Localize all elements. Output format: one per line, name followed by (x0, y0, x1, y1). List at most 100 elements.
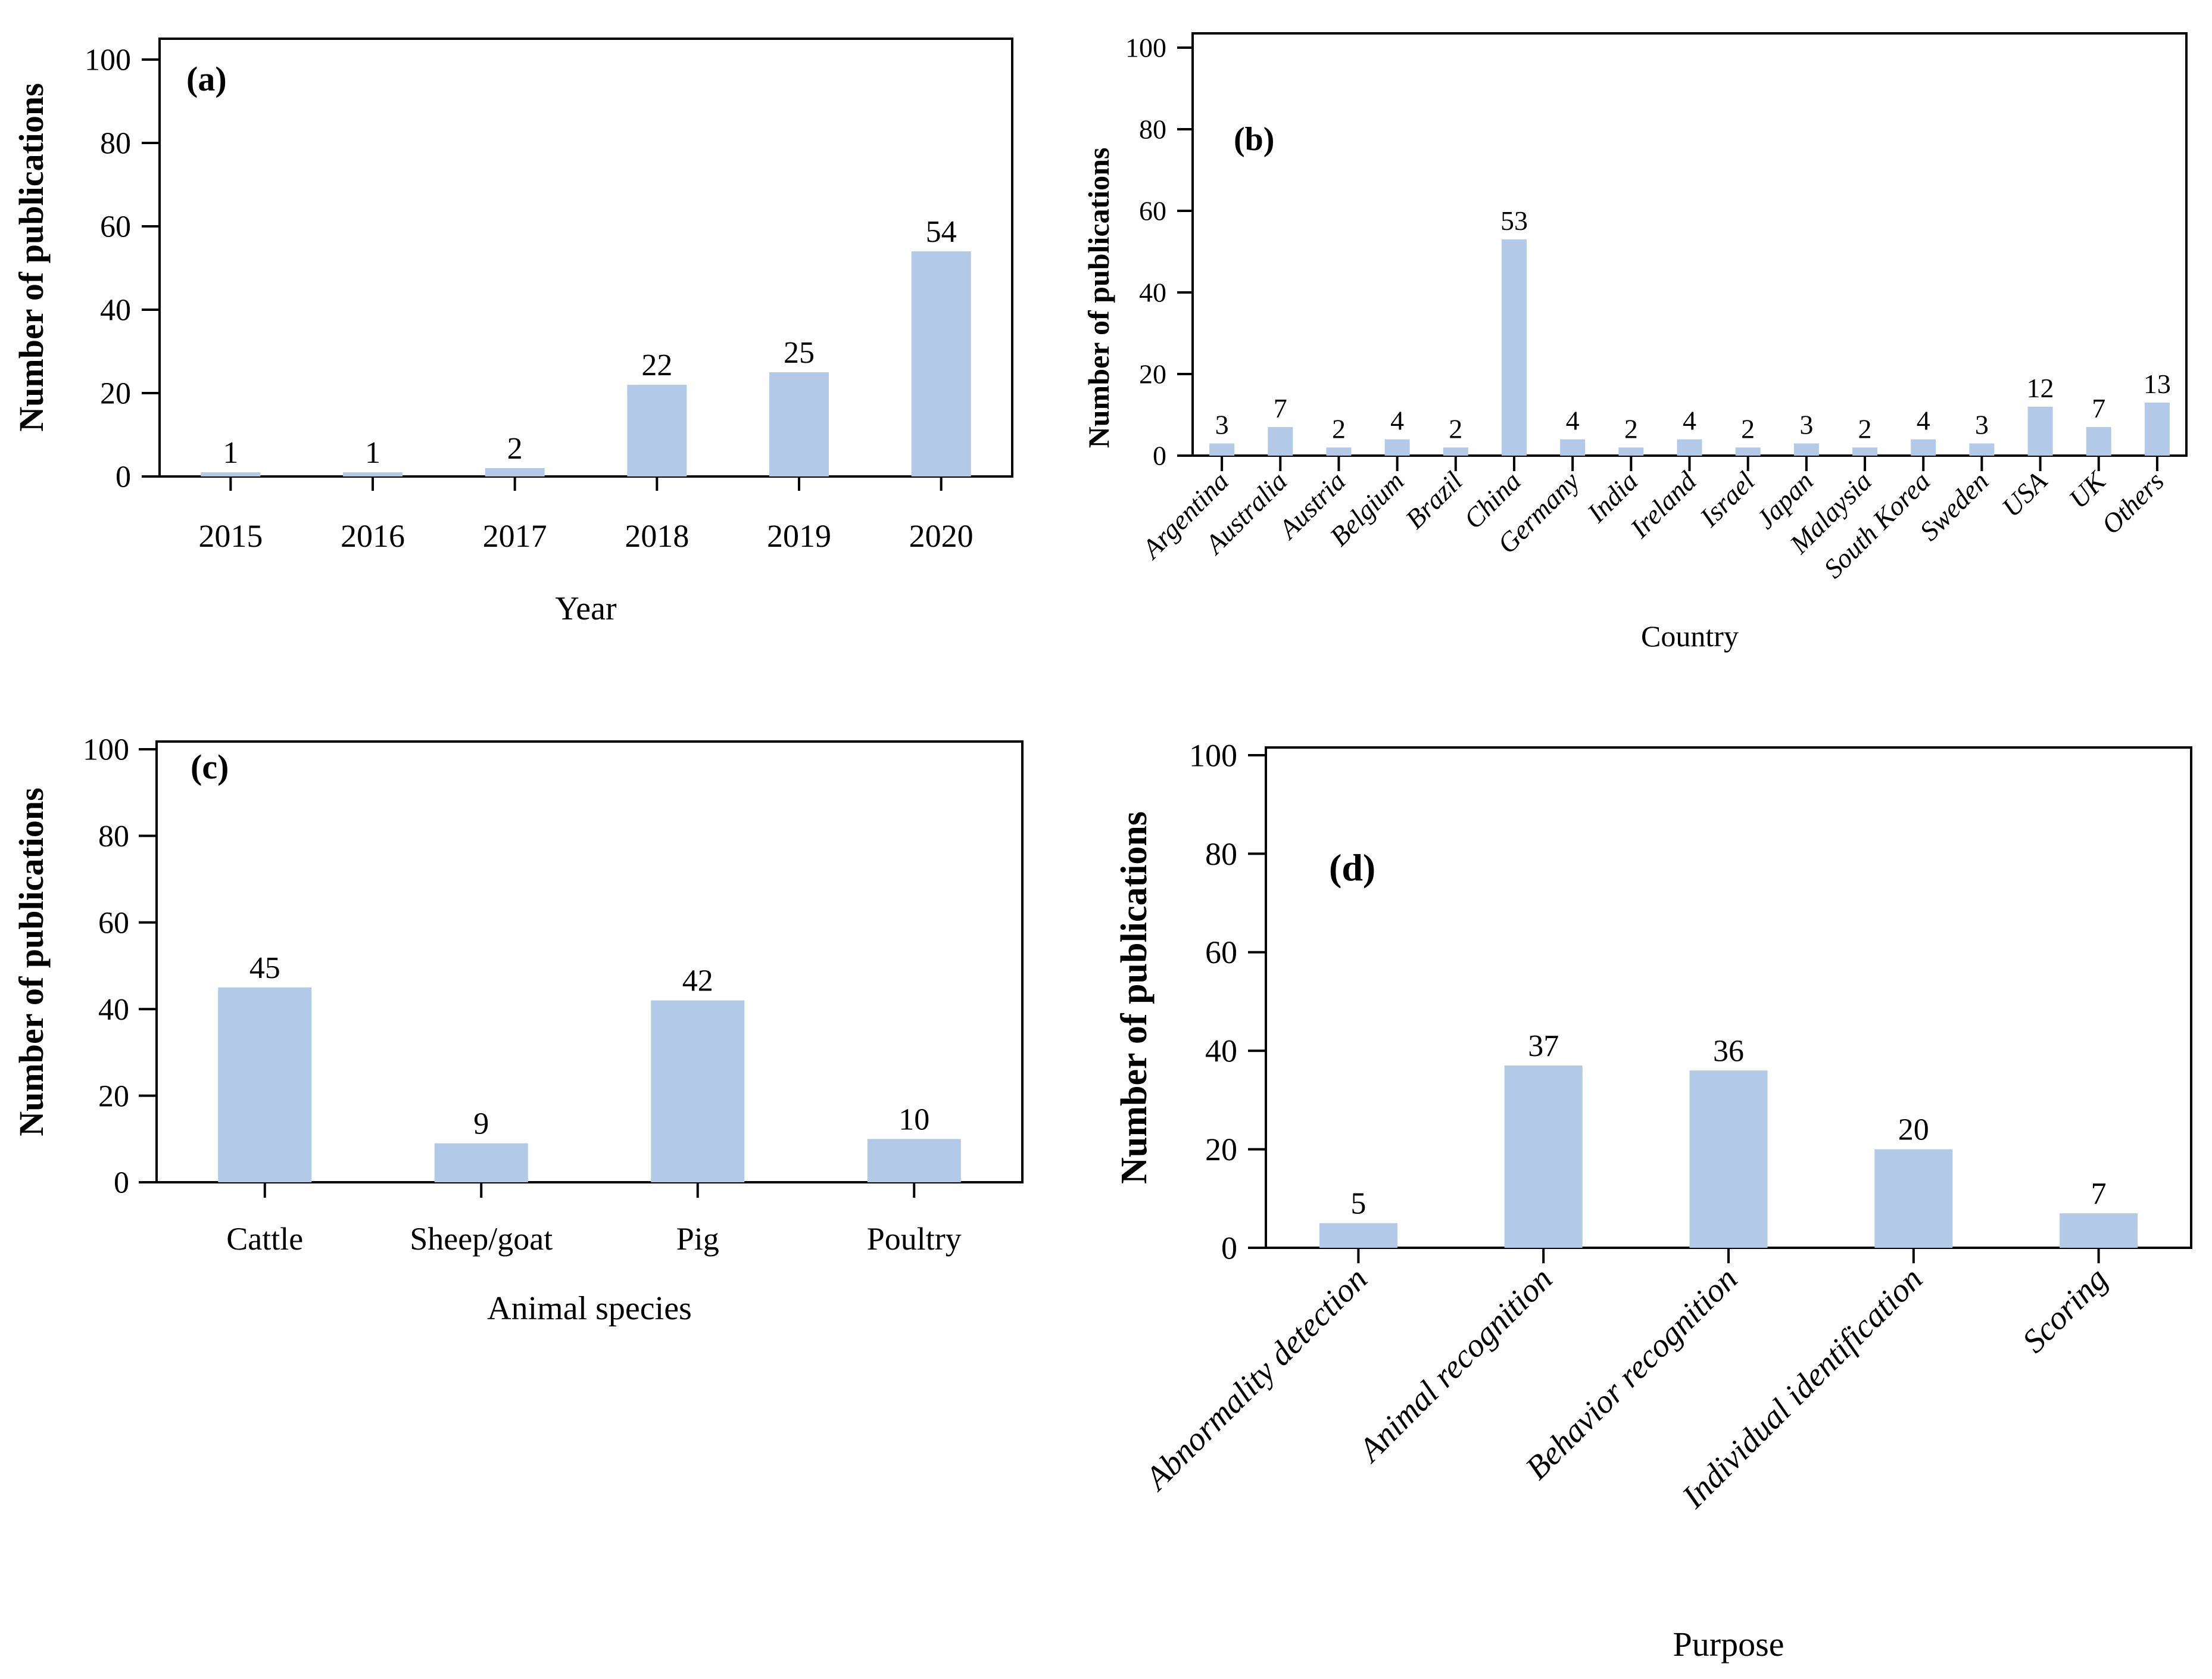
x-category-label: Poultry (867, 1221, 962, 1257)
bar-value-label: 53 (1500, 205, 1528, 236)
y-tick-label: 40 (1139, 278, 1166, 308)
bar-a-3 (627, 385, 687, 476)
bar-value-label: 1 (365, 436, 380, 470)
y-tick-label: 40 (1205, 1033, 1237, 1069)
x-category-label: USA (1996, 465, 2053, 522)
bar-value-label: 3 (1215, 409, 1229, 440)
y-axis-title-b: Number of publications (1082, 148, 1115, 448)
y-tick-label: 60 (1139, 196, 1166, 226)
bar-b-13 (1969, 443, 1995, 456)
bar-value-label: 12 (2027, 373, 2054, 403)
bar-b-7 (1618, 447, 1644, 456)
y-tick-label: 100 (85, 43, 131, 77)
y-tick-label: 20 (100, 377, 131, 411)
bar-value-label: 13 (2144, 369, 2171, 399)
bar-c-0 (218, 987, 312, 1182)
y-tick-label: 0 (116, 460, 131, 494)
bar-a-1 (343, 472, 403, 476)
bar-b-3 (1384, 439, 1410, 456)
bar-value-label: 22 (641, 348, 672, 382)
chart-b: 0204060801003Argentina7Australia2Austria… (1082, 32, 2188, 653)
bar-value-label: 36 (1713, 1034, 1744, 1068)
bar-b-11 (1852, 447, 1878, 456)
bar-value-label: 25 (784, 336, 815, 370)
y-tick-label: 60 (1205, 934, 1237, 970)
y-tick-label: 100 (1125, 33, 1166, 63)
bar-b-16 (2144, 402, 2170, 456)
bar-b-6 (1560, 439, 1586, 456)
bar-value-label: 2 (1332, 413, 1346, 444)
panel-label-d: (d) (1329, 846, 1375, 889)
bar-d-1 (1504, 1066, 1583, 1248)
y-tick-label: 20 (98, 1079, 129, 1113)
bar-value-label: 20 (1898, 1113, 1929, 1147)
bar-b-4 (1443, 447, 1468, 456)
bar-value-label: 3 (1975, 409, 1989, 440)
y-tick-label: 20 (1205, 1132, 1237, 1167)
bar-value-label: 4 (1683, 406, 1696, 436)
bar-value-label: 7 (2091, 1177, 2107, 1211)
bar-value-label: 4 (1390, 406, 1404, 436)
bar-c-2 (651, 1000, 745, 1182)
y-tick-label: 20 (1139, 359, 1166, 390)
bar-value-label: 42 (682, 964, 713, 998)
bar-value-label: 5 (1350, 1187, 1366, 1221)
bar-value-label: 3 (1799, 409, 1813, 440)
y-tick-label: 100 (1189, 737, 1237, 773)
x-category-label: Animal recognition (1350, 1260, 1559, 1470)
x-category-label: Pig (676, 1221, 719, 1257)
x-axis-title-a: Year (555, 590, 617, 627)
plot-border-c (155, 740, 1024, 1183)
bar-c-1 (434, 1143, 528, 1182)
x-category-label: 2015 (198, 518, 263, 554)
bar-value-label: 1 (223, 436, 238, 470)
x-category-label: Abnormality detection (1137, 1260, 1375, 1499)
y-axis-title-d: Number of publications (1114, 811, 1155, 1184)
bar-b-10 (1793, 443, 1819, 456)
y-tick-label: 100 (83, 733, 129, 767)
y-tick-label: 80 (1139, 114, 1166, 145)
bar-a-4 (769, 372, 829, 476)
bar-c-3 (867, 1139, 961, 1182)
bar-value-label: 2 (1741, 413, 1755, 444)
bar-a-5 (911, 251, 971, 476)
bar-value-label: 2 (1449, 413, 1462, 444)
y-tick-label: 60 (100, 210, 131, 244)
bar-b-8 (1677, 439, 1702, 456)
bar-value-label: 45 (249, 951, 280, 985)
bar-b-1 (1268, 427, 1293, 456)
bar-b-5 (1501, 239, 1527, 456)
bar-value-label: 7 (1274, 393, 1287, 423)
y-axis-title-c: Number of publications (12, 787, 51, 1136)
y-tick-label: 0 (1221, 1230, 1237, 1266)
x-category-label: 2019 (767, 518, 831, 554)
x-category-label: Israel (1693, 466, 1761, 533)
panel-label-b: (b) (1234, 121, 1274, 158)
y-tick-label: 60 (98, 906, 129, 940)
x-axis-title-d: Purpose (1673, 1625, 1784, 1664)
x-category-label: Others (2095, 466, 2170, 540)
bar-d-2 (1689, 1070, 1768, 1248)
x-category-label: Sheep/goat (410, 1221, 553, 1257)
bar-d-4 (2060, 1213, 2138, 1248)
bar-value-label: 9 (473, 1107, 489, 1141)
x-category-label: Brazil (1399, 466, 1468, 535)
y-tick-label: 40 (100, 294, 131, 328)
bar-b-0 (1209, 443, 1235, 456)
plot-border-a (158, 38, 1013, 478)
y-tick-label: 80 (100, 127, 131, 161)
x-category-label: 2020 (909, 518, 974, 554)
x-category-label: 2017 (483, 518, 547, 554)
x-category-label: Ireland (1624, 465, 1702, 544)
x-category-label: Cattle (226, 1221, 303, 1257)
bar-b-9 (1735, 447, 1761, 456)
x-category-label: 2016 (341, 518, 405, 554)
y-tick-label: 40 (98, 993, 129, 1027)
y-axis-title-a: Number of publications (12, 83, 51, 431)
bar-value-label: 7 (2092, 393, 2105, 423)
x-category-label: Scoring (2016, 1260, 2115, 1360)
bar-a-2 (485, 468, 545, 476)
panel-label-c: (c) (191, 747, 229, 786)
